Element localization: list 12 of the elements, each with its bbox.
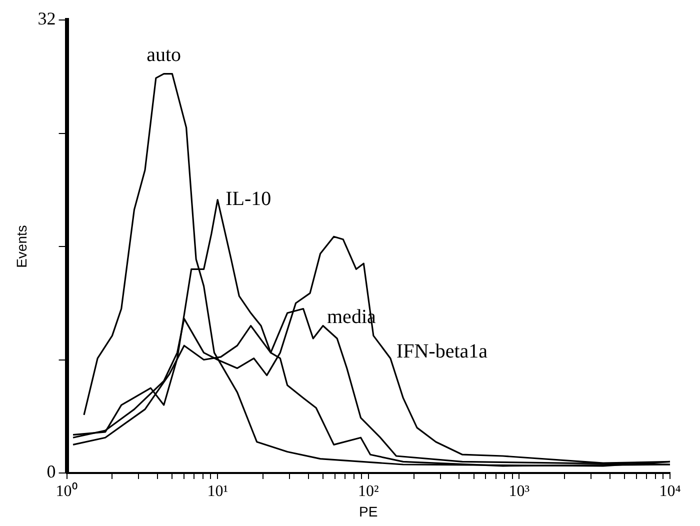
series-label: IFN-beta1a <box>396 340 488 363</box>
series-label: auto <box>146 44 182 66</box>
y-axis-title: Events <box>13 225 30 268</box>
x-tick-label: 10² <box>358 482 379 500</box>
x-tick-label: 10⁰ <box>56 482 78 500</box>
x-tick-label: 10³ <box>508 482 530 500</box>
x-tick-label: 10⁴ <box>659 482 682 500</box>
x-tick-label: 10¹ <box>207 482 228 500</box>
y-tick-label: 0 <box>46 462 56 482</box>
series-label: IL-10 <box>226 188 272 210</box>
y-tick-label: 32 <box>38 8 56 29</box>
x-axis-title: PE <box>359 503 378 520</box>
